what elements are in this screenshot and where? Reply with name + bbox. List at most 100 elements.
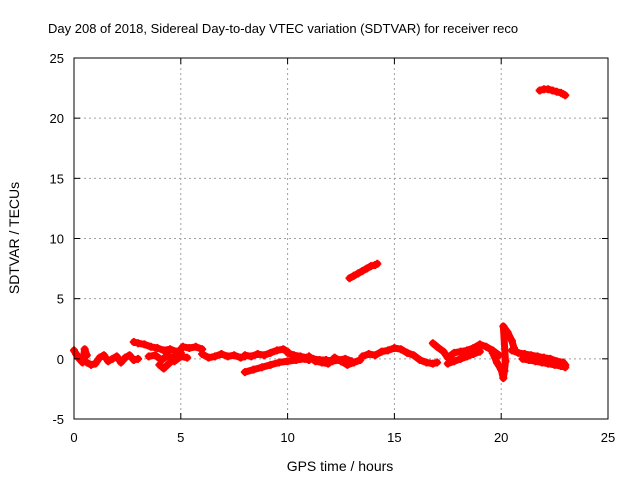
data-point: [140, 340, 149, 349]
data-point: [422, 358, 431, 367]
data-point: [475, 340, 484, 349]
data-point: [544, 359, 553, 368]
x-tick-label: 5: [177, 430, 184, 445]
x-tick-label: 0: [70, 430, 77, 445]
data-point: [247, 352, 256, 361]
data-point: [439, 347, 448, 356]
data-point: [531, 357, 540, 366]
x-axis-label: GPS time / hours: [287, 458, 394, 474]
y-tick-label: 20: [50, 111, 64, 126]
data-point: [475, 347, 484, 356]
data-point: [166, 358, 175, 367]
series-arc-13-14: [345, 259, 382, 283]
data-point: [364, 350, 373, 359]
data-point: [450, 357, 459, 366]
data-points: [70, 85, 570, 383]
data-point: [433, 342, 442, 351]
data-point: [204, 353, 213, 362]
data-point: [272, 346, 281, 355]
data-point: [253, 350, 262, 359]
data-point: [443, 359, 452, 368]
data-point: [134, 339, 143, 348]
x-tick-label: 20: [494, 430, 508, 445]
data-point: [129, 356, 138, 365]
series-band-4.0-6.0: [155, 342, 207, 373]
data-point: [518, 354, 527, 363]
data-point: [116, 358, 125, 367]
data-point: [151, 351, 160, 360]
data-point: [500, 366, 509, 375]
data-point: [524, 356, 533, 365]
data-point: [191, 342, 200, 351]
data-point: [503, 328, 512, 337]
data-point: [450, 348, 459, 357]
data-point: [223, 352, 232, 361]
data-point: [279, 345, 288, 354]
data-point: [469, 350, 478, 359]
data-point: [433, 358, 442, 367]
data-point: [330, 353, 339, 362]
data-point: [163, 351, 172, 360]
data-point: [266, 348, 275, 357]
data-point: [403, 348, 412, 357]
chart-title: Day 208 of 2018, Sidereal Day-to-day VTE…: [48, 21, 518, 36]
x-tick-label: 25: [601, 430, 615, 445]
data-point: [456, 354, 465, 363]
data-point: [561, 91, 570, 100]
data-point: [456, 347, 465, 356]
y-tick-label: 5: [57, 292, 64, 307]
data-point: [249, 365, 258, 374]
x-tick-label: 15: [387, 430, 401, 445]
data-point: [172, 350, 181, 359]
data-point: [144, 352, 153, 361]
series-band-0.6-3.0: [82, 351, 143, 369]
y-tick-label: 0: [57, 352, 64, 367]
data-point: [349, 358, 358, 367]
data-point: [390, 344, 399, 353]
data-point: [482, 342, 491, 351]
data-point: [383, 346, 392, 355]
data-point: [499, 322, 508, 331]
tick-labels: 0 5 10 15 20 25 -5 0 5 10 15 20 25: [50, 51, 616, 445]
data-point: [428, 359, 437, 368]
data-point: [501, 357, 510, 366]
data-point: [557, 362, 566, 371]
data-point: [159, 346, 168, 355]
data-point: [260, 351, 269, 360]
data-point: [240, 368, 249, 377]
data-point: [82, 351, 91, 360]
data-point: [283, 357, 292, 366]
data-point: [337, 357, 345, 366]
data-point: [304, 352, 313, 361]
ticks: [73, 57, 609, 420]
data-point: [178, 342, 187, 351]
series-arc-22-23: [535, 85, 570, 100]
data-point: [296, 352, 305, 361]
series-band-3.5-5.5: [144, 351, 192, 366]
data-point: [146, 342, 155, 351]
data-point: [561, 363, 570, 372]
data-point: [507, 336, 516, 345]
data-point: [166, 345, 175, 354]
data-point: [159, 364, 168, 373]
data-point: [153, 344, 162, 353]
x-tick-label: 10: [280, 430, 294, 445]
data-point: [125, 351, 134, 360]
data-point: [324, 359, 333, 368]
data-point: [409, 351, 418, 360]
data-point: [463, 352, 472, 361]
series-band-11.0-13.5: [304, 352, 365, 369]
data-point: [371, 351, 380, 360]
data-point: [377, 347, 386, 356]
data-point: [230, 351, 239, 360]
data-point: [210, 352, 219, 361]
data-point: [257, 363, 266, 372]
data-point: [488, 348, 497, 357]
y-axis-label: SDTVAR / TECUs: [6, 182, 22, 294]
y-tick-label: 10: [50, 232, 64, 247]
data-point: [134, 354, 143, 363]
data-point: [283, 348, 292, 357]
data-point: [492, 358, 501, 367]
data-point: [266, 360, 275, 369]
